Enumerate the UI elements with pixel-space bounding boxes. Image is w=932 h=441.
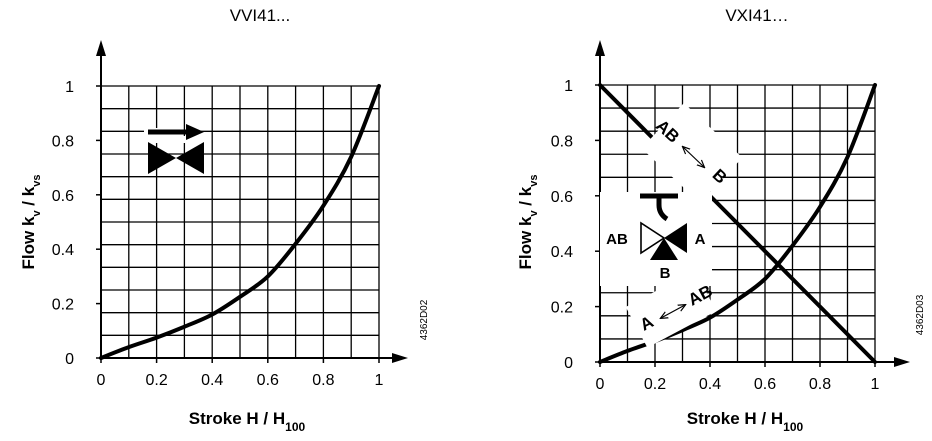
x-axis-arrow-icon (392, 353, 408, 363)
x-tick-label: 0.8 (809, 376, 831, 393)
y-tick-label: 0.2 (52, 297, 74, 314)
y-tick-labels: 0 0.2 0.4 0.6 0.8 1 (52, 79, 101, 368)
chart-vvi41: VVI41... 0 0.2 0.4 0.6 0.8 1 0 0.2 0.4 0.6 0.8 1 F… (19, 6, 430, 434)
chart-title: VVI41... (230, 6, 290, 25)
x-tick-label: 0.6 (754, 376, 776, 393)
y-axis-label: Flow kv / kvs (19, 175, 43, 270)
series-line-2 (598, 83, 877, 364)
y-tick-label: 0.6 (551, 189, 573, 206)
double-arrow-icon (683, 147, 704, 167)
port-label-ab: AB (606, 231, 628, 248)
x-axis-label: Stroke H / H100 (687, 409, 804, 434)
x-tick-labels: 0 0.2 0.4 0.6 0.8 1 (97, 358, 384, 389)
grid (101, 85, 380, 358)
x-tick-labels: 0 0.2 0.4 0.6 0.8 1 (596, 362, 880, 393)
x-tick-label: 0.2 (644, 376, 666, 393)
x-tick-label: 1 (871, 376, 880, 393)
two-way-valve-icon (144, 124, 204, 174)
x-tick-label: 0 (596, 376, 605, 393)
y-tick-labels: 0 0.2 0.4 0.6 0.8 1 (551, 78, 600, 372)
port-label-b: B (660, 265, 671, 282)
y-axis-label: Flow kv / kvs (516, 175, 540, 270)
three-way-valve-icon: AB A B (600, 192, 712, 286)
x-tick-label: 0.2 (145, 372, 167, 389)
series-lines (99, 84, 381, 360)
axes (96, 40, 408, 363)
y-tick-label: 0 (564, 355, 573, 372)
y-tick-label: 1 (564, 78, 573, 95)
x-tick-label: 0.4 (201, 372, 223, 389)
y-tick-label: 0.8 (551, 133, 573, 150)
x-tick-label: 0.4 (699, 376, 721, 393)
y-tick-label: 0.6 (52, 188, 74, 205)
y-tick-label: 0.4 (52, 242, 74, 259)
x-axis-label: Stroke H / H100 (189, 409, 306, 434)
x-tick-label: 0.8 (312, 372, 334, 389)
document-code: 4362D02 (419, 299, 430, 340)
y-tick-label: 0.8 (52, 133, 74, 150)
y-tick-label: 1 (65, 79, 74, 96)
x-axis-arrow-icon (894, 357, 910, 367)
x-tick-label: 1 (375, 372, 384, 389)
y-tick-label: 0.2 (551, 300, 573, 317)
y-axis-arrow-icon (96, 40, 106, 56)
y-axis-arrow-icon (595, 40, 605, 56)
chart-title: VXI41… (725, 6, 788, 25)
falling-path-label: AB B (641, 103, 743, 203)
rising-path-label: A AB (625, 270, 717, 348)
x-tick-label: 0.6 (257, 372, 279, 389)
port-label-a: A (695, 231, 706, 248)
x-tick-label: 0 (97, 372, 106, 389)
document-code: 4362D03 (915, 294, 926, 335)
chart-vxi41: VXI41… 0 0.2 0.4 0.6 0.8 1 0 0.2 0.4 0.6 0.8 1 A A… (516, 6, 926, 434)
y-tick-label: 0.4 (551, 244, 573, 261)
y-tick-label: 0 (65, 351, 74, 368)
series-line-1 (99, 84, 381, 360)
double-arrow-icon (661, 305, 685, 318)
